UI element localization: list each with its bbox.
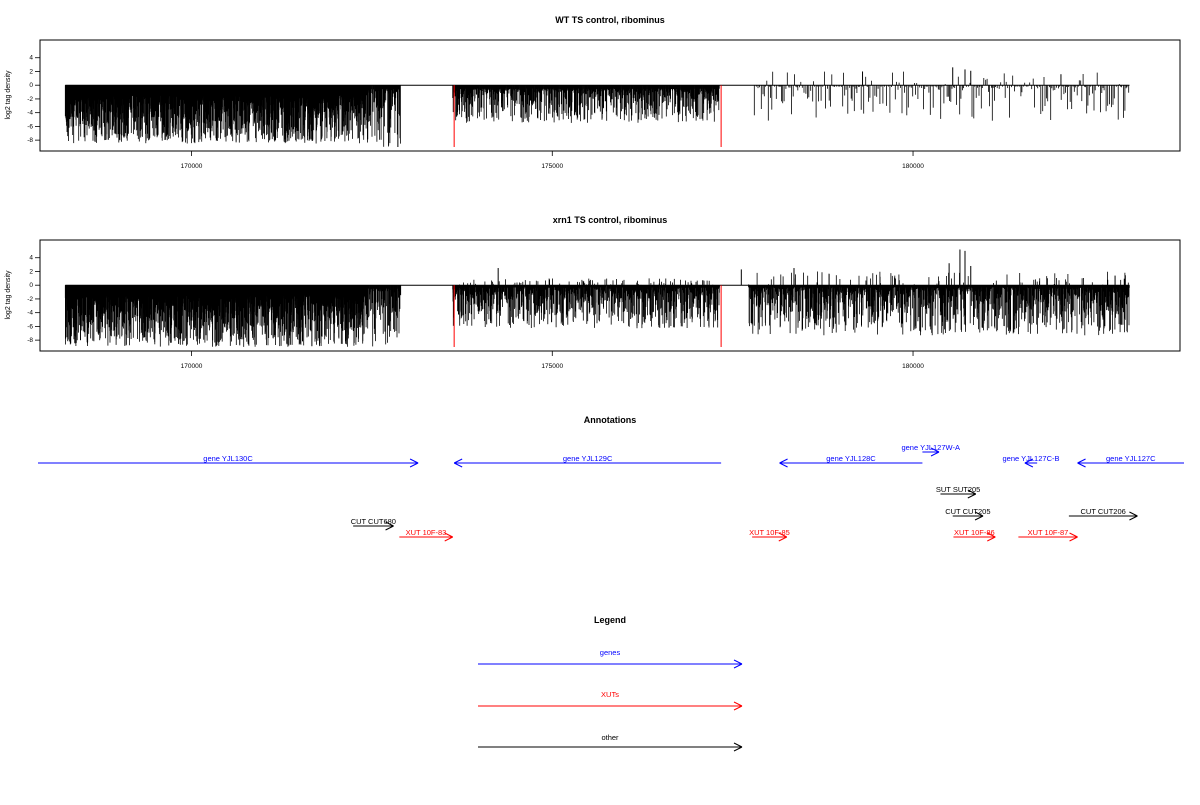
y-tick-label: -4 [27,310,33,317]
panel-xrn1-ts-control: xrn1 TS control, ribominus log2 tag dens… [5,215,1180,370]
y-tick-label: -4 [27,110,33,117]
x-tick-label: 175000 [541,163,563,170]
y-tick-label: 2 [29,68,33,75]
y-axis-label: log2 tag density [5,270,12,320]
y-tick-label: -2 [27,96,33,103]
y-tick-label: 4 [29,55,33,62]
y-tick-label: 0 [29,282,33,289]
y-tick-label: 4 [29,255,33,262]
y-tick-label: -8 [27,137,33,144]
x-tick-label: 170000 [181,363,203,370]
y-tick-label: -6 [27,323,33,330]
panel-wt-ts-control: WT TS control, ribominus log2 tag densit… [5,15,1180,170]
x-tick-label: 175000 [541,363,563,370]
density-bars [65,249,1129,346]
panel-title: xrn1 TS control, ribominus [553,215,668,225]
x-tick-label: 180000 [902,363,924,370]
panel-title: WT TS control, ribominus [555,15,665,25]
y-axis-label: log2 tag density [5,70,12,120]
y-tick-label: -2 [27,296,33,303]
y-tick-label: 2 [29,268,33,275]
y-tick-label: -8 [27,337,33,344]
density-bars [65,67,1128,147]
x-tick-label: 170000 [181,163,203,170]
x-tick-label: 180000 [902,163,924,170]
y-tick-label: -6 [27,123,33,130]
y-tick-label: 0 [29,82,33,89]
